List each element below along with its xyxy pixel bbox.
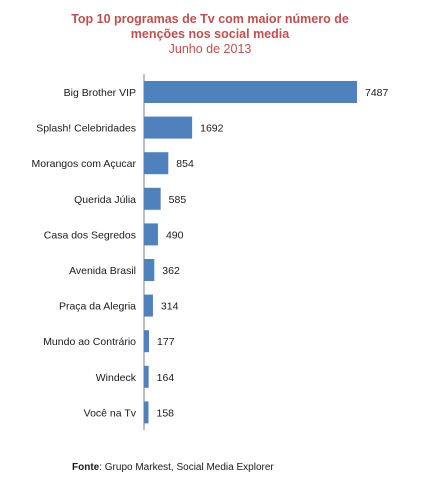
bar [144, 259, 155, 281]
value-labels: 7487 1692 854 585 490 362 314 177 164 158 [156, 87, 388, 419]
bar [144, 116, 193, 139]
category-label: Você na Tv [84, 407, 137, 419]
value-label: 1692 [200, 123, 224, 135]
bar [144, 187, 161, 210]
category-label: Avenida Brasil [69, 265, 136, 277]
bar [144, 223, 158, 246]
category-label: Splash! Celebridades [36, 123, 136, 135]
value-label: 314 [161, 301, 179, 313]
category-label: Windeck [96, 372, 137, 384]
category-label: Mundo ao Contrário [43, 336, 136, 348]
bar [144, 330, 150, 353]
value-label: 490 [166, 229, 184, 241]
bar [144, 81, 357, 103]
source-label: Fonte [72, 462, 100, 473]
bar [144, 152, 169, 175]
value-label: 7487 [365, 87, 389, 99]
category-labels: Big Brother VIP Splash! Celebridades Moran… [32, 87, 137, 419]
category-label: Morangos com Açucar [32, 158, 137, 170]
value-label: 854 [176, 158, 194, 170]
value-label: 362 [162, 265, 180, 277]
category-label: Casa dos Segredos [44, 229, 136, 241]
bar [144, 365, 149, 388]
chart-title-line-2: menções nos social media [131, 27, 290, 41]
category-label: Big Brother VIP [64, 87, 136, 99]
category-label: Querida Júlia [74, 194, 136, 206]
value-label: 164 [157, 372, 175, 384]
bar-series [144, 81, 357, 424]
chart-title-line-1: Top 10 programas de Tv com maior número … [71, 12, 349, 26]
chart-subtitle: Junho de 2013 [169, 42, 252, 56]
value-label: 177 [157, 336, 175, 348]
bar [144, 401, 149, 424]
source-note: Fonte: Grupo Markest, Social Media Explo… [72, 462, 274, 473]
bar [144, 294, 153, 317]
chart-title: Top 10 programas de Tv com maior número … [71, 12, 349, 56]
source-text: : Grupo Markest, Social Media Explorer [99, 462, 274, 473]
category-label: Praça da Alegria [59, 301, 136, 313]
value-label: 585 [169, 194, 187, 206]
value-label: 158 [156, 407, 174, 419]
